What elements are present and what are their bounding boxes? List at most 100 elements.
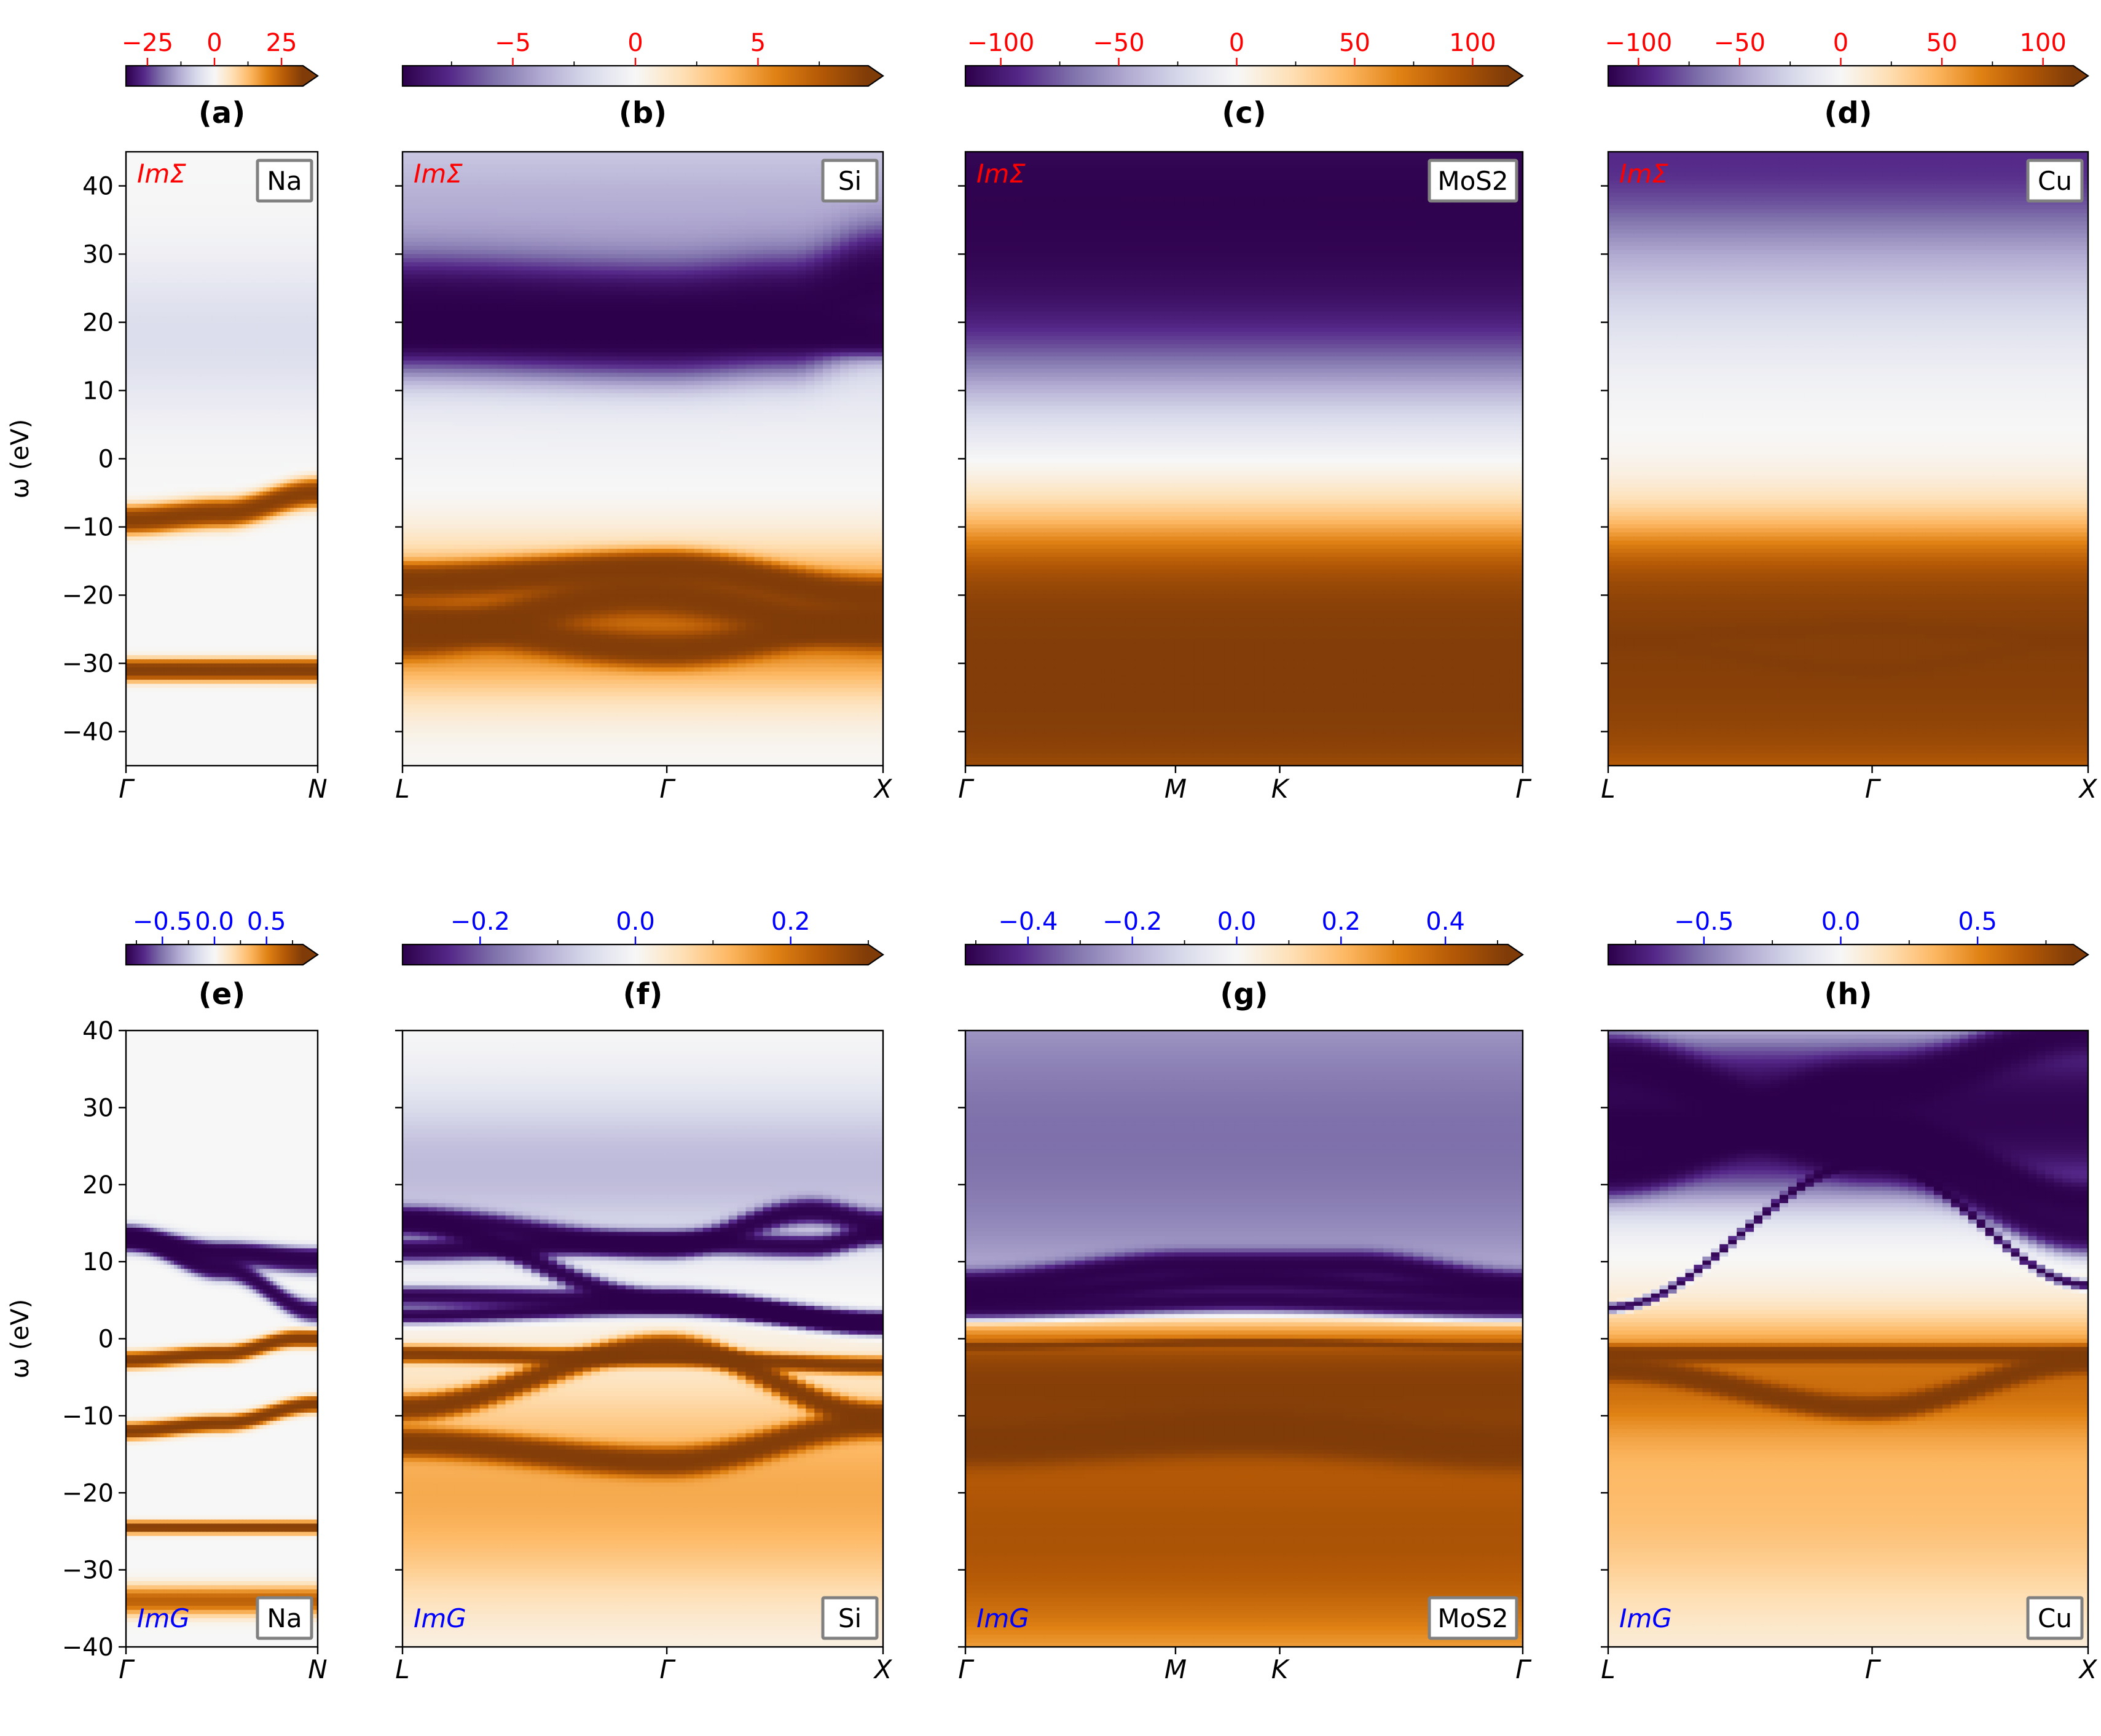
heatmap-cell	[229, 426, 232, 430]
heatmap-cell	[136, 352, 140, 356]
heatmap-cell	[191, 459, 195, 463]
heatmap-cell	[133, 401, 136, 406]
heatmap-cell	[150, 516, 154, 520]
heatmap-cell	[273, 495, 277, 500]
heatmap-cell	[139, 340, 143, 344]
heatmap-cell	[246, 340, 249, 344]
heatmap-cell	[194, 270, 198, 275]
heatmap-cell	[256, 479, 260, 484]
heatmap-cell	[246, 430, 249, 434]
heatmap-cell	[246, 512, 249, 516]
heatmap-cell	[287, 230, 291, 234]
heatmap-cell	[150, 189, 154, 193]
heatmap-cell	[139, 373, 143, 377]
heatmap-cell	[307, 340, 311, 344]
heatmap-cell	[150, 213, 154, 218]
heatmap-cell	[229, 275, 232, 279]
heatmap-cell	[235, 377, 239, 381]
heatmap-cell	[202, 364, 205, 369]
heatmap-cell	[205, 258, 208, 262]
heatmap-cell	[202, 258, 205, 262]
heatmap-cell	[263, 254, 267, 259]
heatmap-cell	[226, 475, 229, 479]
heatmap-cell	[311, 487, 315, 492]
heatmap-cell	[202, 336, 205, 340]
heatmap-cell	[307, 422, 311, 426]
heatmap-cell	[304, 295, 308, 299]
heatmap-cell	[235, 422, 239, 426]
heatmap-cell	[139, 332, 143, 336]
heatmap-cell	[277, 369, 280, 373]
heatmap-cell	[226, 156, 229, 160]
heatmap-cell	[170, 500, 174, 504]
heatmap-cell	[297, 410, 301, 414]
heatmap-cell	[218, 218, 222, 222]
heatmap-cell	[235, 447, 239, 451]
heatmap-cell	[146, 324, 150, 328]
heatmap-cell	[259, 508, 263, 512]
heatmap-cell	[222, 389, 226, 393]
heatmap-cell	[297, 332, 301, 336]
heatmap-cell	[205, 393, 208, 398]
heatmap-cell	[163, 246, 167, 250]
heatmap-cell	[163, 266, 167, 270]
heatmap-cell	[290, 328, 294, 332]
heatmap-cell	[160, 246, 164, 250]
heatmap-cell	[226, 181, 229, 185]
heatmap-cell	[263, 299, 267, 304]
heatmap-cell	[239, 459, 243, 463]
heatmap-cell	[184, 278, 188, 283]
heatmap-cell	[263, 418, 267, 422]
heatmap-cell	[202, 471, 205, 475]
heatmap-cell	[194, 299, 198, 304]
heatmap-cell	[263, 328, 267, 332]
heatmap-cell	[273, 389, 277, 393]
heatmap-cell	[283, 299, 287, 304]
heatmap-cell	[191, 218, 195, 222]
heatmap-cell	[307, 344, 311, 348]
heatmap-cell	[215, 184, 219, 189]
heatmap-cell	[222, 291, 226, 295]
heatmap-cell	[170, 303, 174, 307]
heatmap-cell	[146, 312, 150, 316]
heatmap-cell	[222, 475, 226, 479]
heatmap-cell	[287, 348, 291, 353]
heatmap-cell	[242, 495, 246, 500]
heatmap-cell	[143, 406, 147, 410]
heatmap-cell	[154, 430, 157, 434]
heatmap-cell	[174, 307, 178, 312]
heatmap-cell	[307, 450, 311, 455]
heatmap-cell	[136, 479, 140, 484]
heatmap-cell	[205, 197, 208, 201]
heatmap-cell	[300, 218, 304, 222]
heatmap-cell	[222, 181, 226, 185]
heatmap-cell	[253, 160, 256, 164]
heatmap-cell	[266, 459, 270, 463]
heatmap-cell	[136, 356, 140, 361]
heatmap-cell	[163, 495, 167, 500]
heatmap-cell	[263, 487, 267, 492]
heatmap-cell	[130, 467, 133, 471]
heatmap-cell	[290, 426, 294, 430]
heatmap-cell	[146, 455, 150, 459]
heatmap-cell	[146, 278, 150, 283]
heatmap-cell	[259, 512, 263, 516]
heatmap-cell	[139, 344, 143, 348]
heatmap-cell	[146, 193, 150, 197]
heatmap-cell	[280, 467, 284, 471]
heatmap-cell	[139, 295, 143, 299]
heatmap-cell	[143, 500, 147, 504]
heatmap-cell	[235, 254, 239, 259]
heatmap-cell	[170, 393, 174, 398]
heatmap-cell	[133, 270, 136, 275]
heatmap-cell	[307, 278, 311, 283]
heatmap-cell	[246, 364, 249, 369]
heatmap-cell	[157, 508, 160, 512]
heatmap-cell	[205, 369, 208, 373]
heatmap-cell	[133, 352, 136, 356]
heatmap-cell	[208, 483, 212, 487]
heatmap-cell	[253, 218, 256, 222]
heatmap-cell	[242, 172, 246, 176]
heatmap-cell	[157, 258, 160, 262]
heatmap-cell	[184, 262, 188, 267]
